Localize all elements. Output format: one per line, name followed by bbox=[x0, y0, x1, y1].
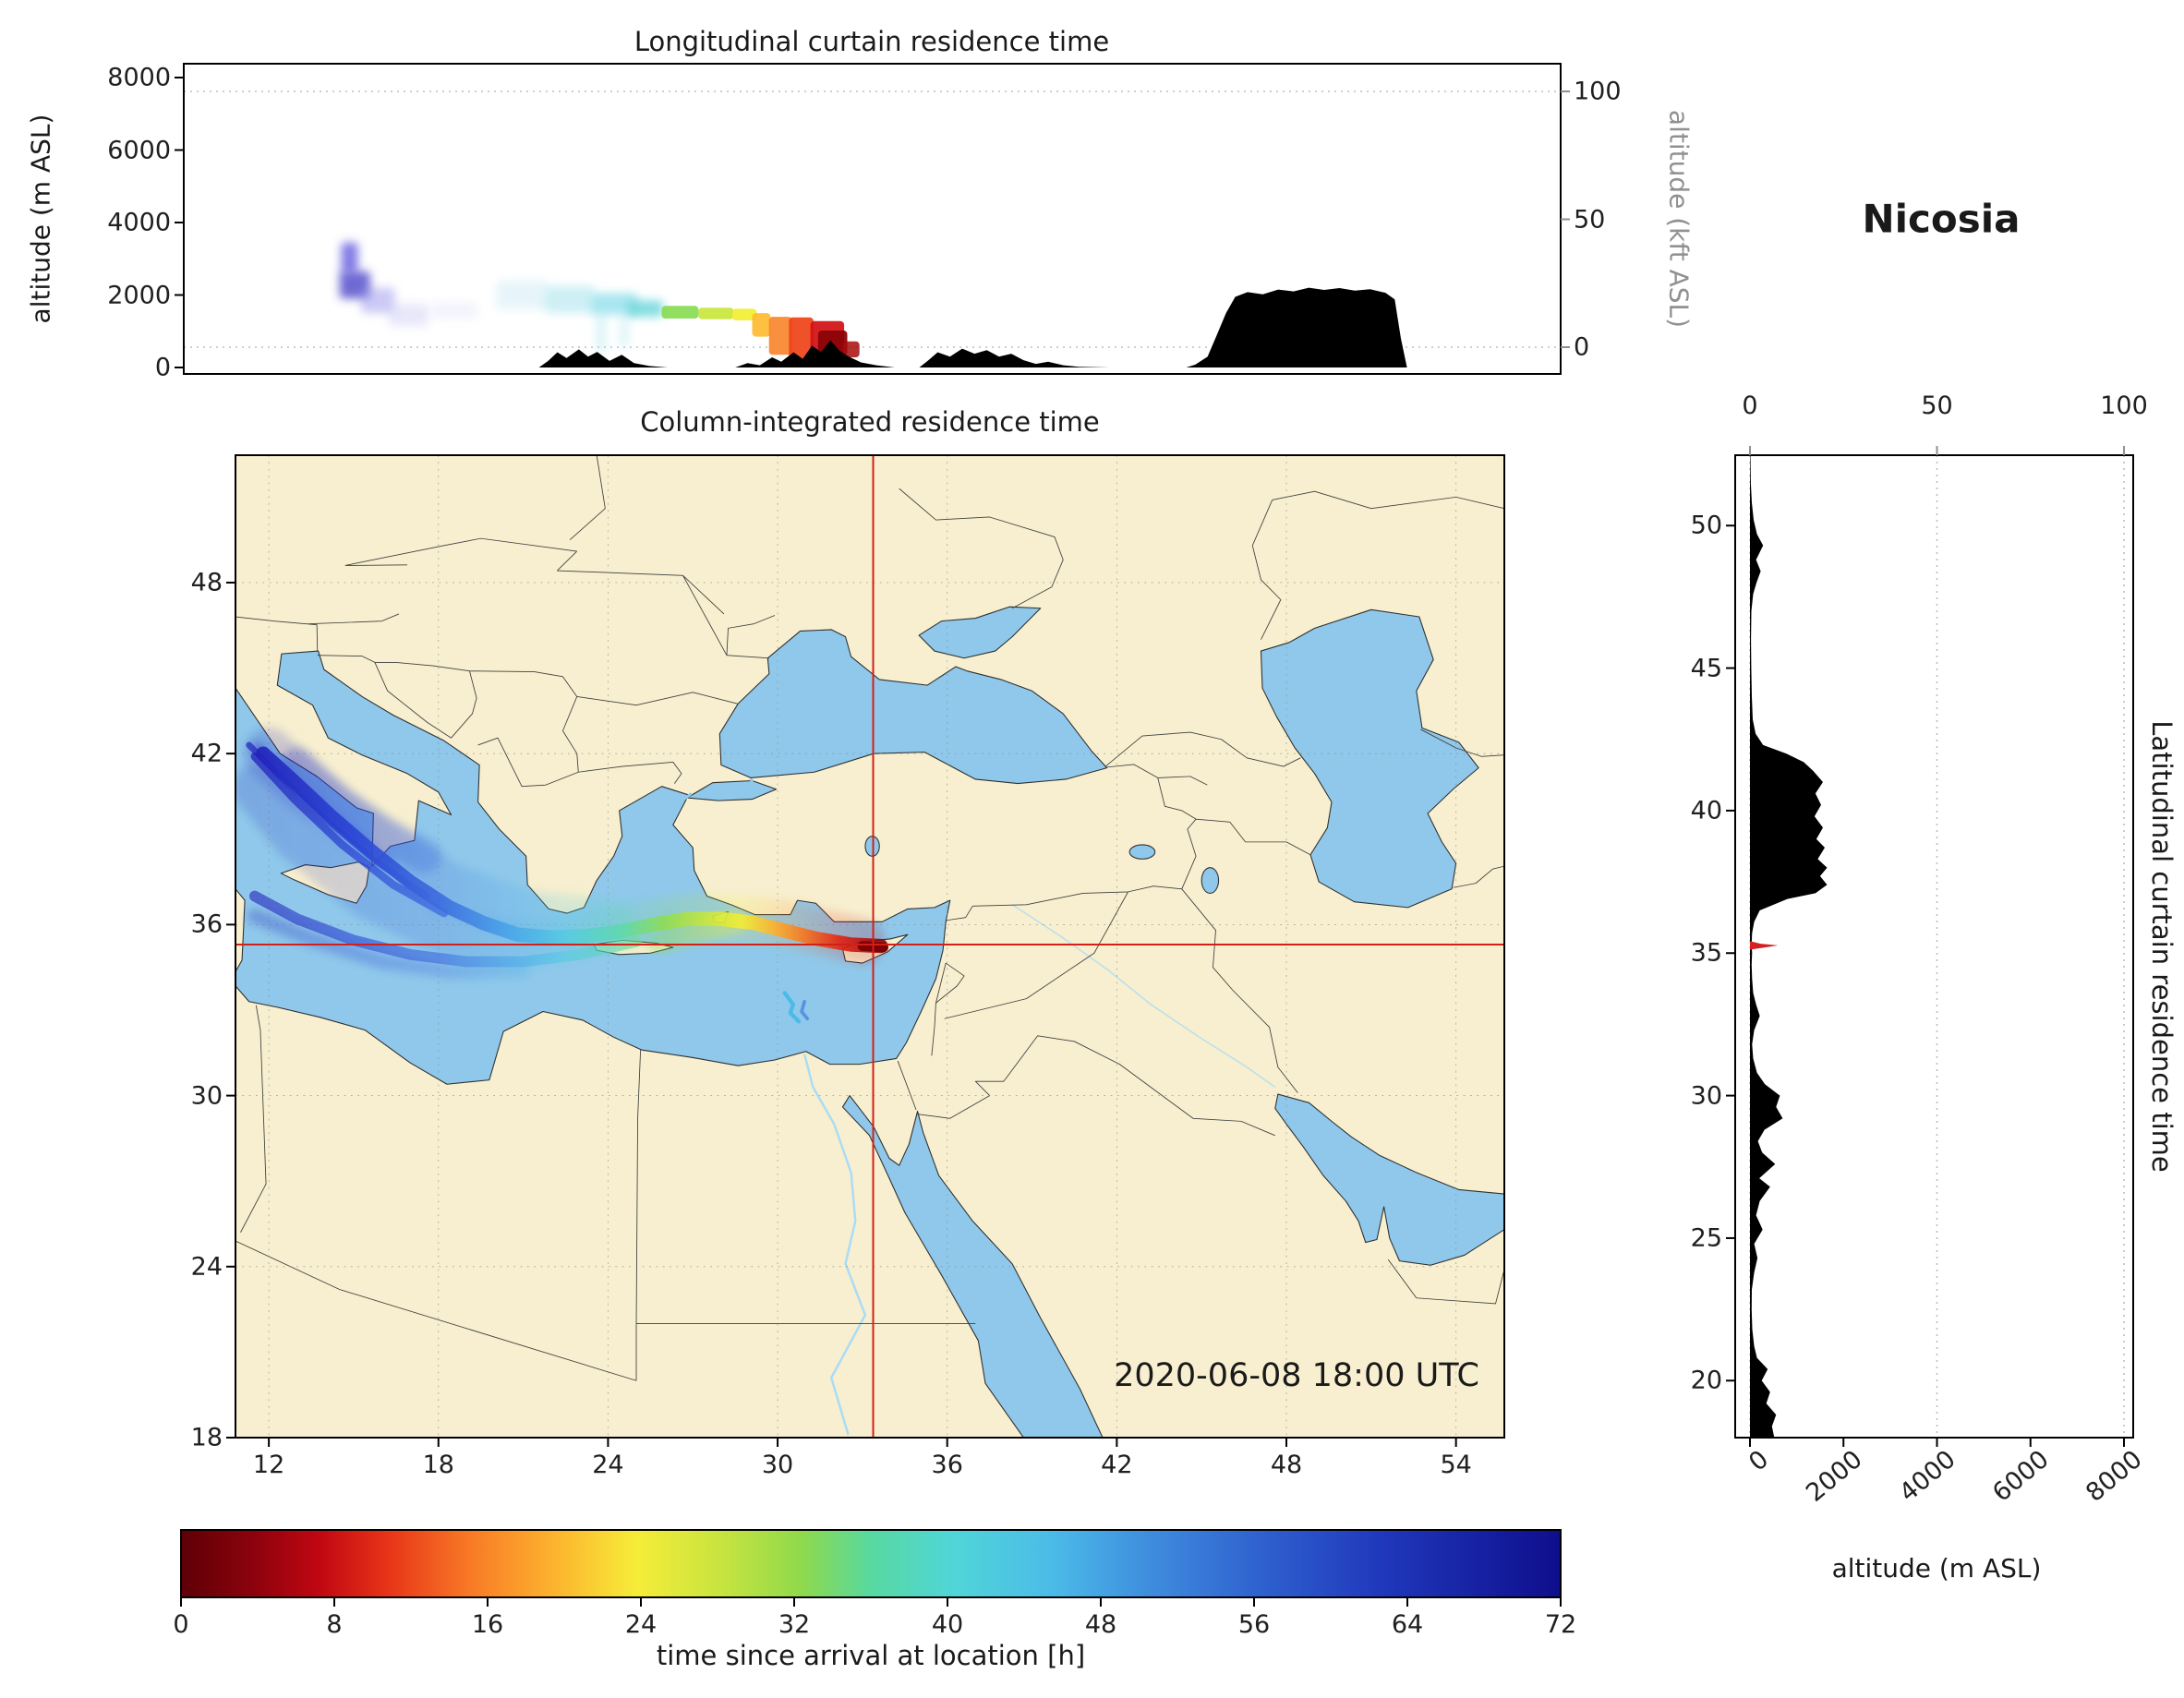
lake-urmia bbox=[1201, 867, 1220, 894]
map-frame bbox=[226, 454, 1505, 1447]
black-sea bbox=[718, 629, 1108, 785]
map-panel bbox=[235, 455, 1504, 1438]
euphrates-river bbox=[1011, 904, 1276, 1088]
receptor-marker bbox=[1750, 941, 1779, 950]
colorbar-panel bbox=[180, 1529, 1562, 1607]
country-borders bbox=[235, 455, 1504, 1381]
caspian-sea bbox=[1260, 608, 1479, 909]
sea-layer bbox=[235, 606, 1504, 1438]
latitudinal-curtain-panel bbox=[1726, 446, 2134, 1447]
red-sea bbox=[841, 1095, 1104, 1438]
lake-van bbox=[1128, 844, 1156, 860]
sea-of-azov bbox=[918, 606, 1042, 659]
bosphorus-strait bbox=[683, 777, 757, 801]
nile-river bbox=[802, 1054, 867, 1436]
map-overlay bbox=[235, 455, 1504, 1438]
longitudinal-curtain-panel bbox=[175, 63, 1570, 375]
colorbar-gradient bbox=[180, 1529, 1562, 1598]
persian-gulf bbox=[1274, 1093, 1504, 1266]
